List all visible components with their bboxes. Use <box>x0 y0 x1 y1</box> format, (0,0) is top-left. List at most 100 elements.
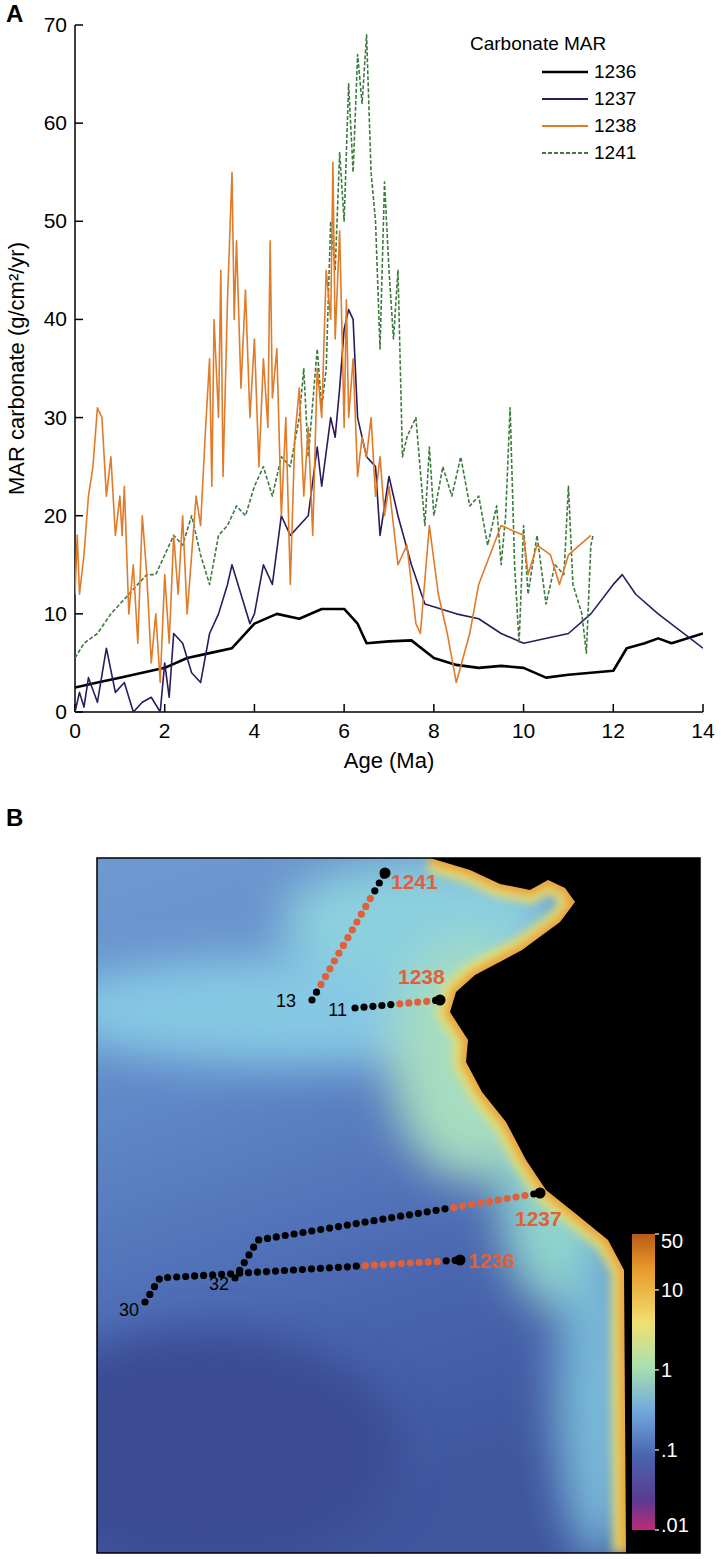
track-dot <box>173 1273 180 1280</box>
colorbar <box>632 1234 655 1530</box>
tracks <box>141 868 545 1306</box>
track-dot <box>362 1219 369 1226</box>
colorbar-label: 10 <box>661 1279 683 1301</box>
colorbar-tick <box>655 1289 659 1290</box>
track-dot <box>521 1192 528 1199</box>
track-dot <box>182 1273 189 1280</box>
track-dot <box>459 1202 466 1209</box>
track-dot <box>376 879 383 886</box>
x-tick <box>164 704 166 712</box>
track-dot <box>241 1259 248 1266</box>
map-frame <box>97 858 700 1553</box>
y-tick-label: 70 <box>44 13 67 36</box>
track-dot <box>335 1264 342 1271</box>
track-dot <box>353 918 360 925</box>
colorbar-tick <box>655 1369 659 1370</box>
site-label: 1238 <box>398 965 445 988</box>
track-dot <box>396 1000 403 1007</box>
series-line <box>75 35 593 658</box>
x-tick-label: 4 <box>249 719 261 742</box>
y-tick-label: 40 <box>44 307 67 330</box>
track-dot <box>349 926 356 933</box>
legend-label: 1237 <box>594 88 636 109</box>
track-dot <box>273 1233 280 1240</box>
track-dot <box>389 1261 396 1268</box>
track-dot <box>397 1213 404 1220</box>
x-tick <box>523 704 525 712</box>
y-tick <box>75 515 83 517</box>
site-dot <box>380 868 391 879</box>
legend-label: 1236 <box>594 61 636 82</box>
track-dot <box>264 1235 271 1242</box>
x-tick <box>613 704 615 712</box>
y-tick-label: 20 <box>44 504 67 527</box>
x-tick-label: 2 <box>159 719 171 742</box>
y-axis <box>74 25 76 712</box>
track-dot <box>407 1259 414 1266</box>
track-dot <box>495 1196 502 1203</box>
x-tick-label: 8 <box>428 719 440 742</box>
track-dot <box>371 887 378 894</box>
series-line <box>75 310 703 712</box>
track-dot <box>191 1272 198 1279</box>
plot-area <box>75 35 703 712</box>
x-tick-label: 10 <box>512 719 535 742</box>
site-dot <box>455 1255 466 1266</box>
track-dot <box>245 1269 252 1276</box>
y-tick <box>75 221 83 223</box>
track-dot <box>369 1003 376 1010</box>
track-dot <box>290 1266 297 1273</box>
track-start-label: 11 <box>328 1000 347 1020</box>
colorbar-label: 50 <box>661 1230 683 1252</box>
y-tick <box>75 417 83 419</box>
track-dot <box>146 1291 153 1298</box>
track-dot <box>317 1226 324 1233</box>
x-tick-label: 12 <box>602 719 625 742</box>
colorbar-label: .01 <box>661 1514 689 1536</box>
x-tick <box>343 704 345 712</box>
x-tick-label: 14 <box>691 719 715 742</box>
track-dot <box>423 998 430 1005</box>
track-dot <box>370 1217 377 1224</box>
track-dot <box>388 1214 395 1221</box>
y-tick <box>75 711 83 713</box>
x-tick <box>702 704 704 712</box>
track-dot <box>379 1216 386 1223</box>
track-dot <box>371 1262 378 1269</box>
series-line <box>75 162 591 682</box>
track-dot <box>358 911 365 918</box>
track-dot <box>272 1268 279 1275</box>
track-dot <box>151 1283 158 1290</box>
track-dot <box>512 1193 519 1200</box>
track-dot <box>486 1198 493 1205</box>
track-dot <box>504 1195 511 1202</box>
track-dot <box>317 1265 324 1272</box>
track-dot <box>443 1257 450 1264</box>
y-tick <box>75 613 83 615</box>
track-start-label: 32 <box>209 1274 229 1294</box>
track-dot <box>367 895 374 902</box>
site-label: 1236 <box>468 1249 515 1272</box>
track-dot <box>424 1208 431 1215</box>
track-dot <box>405 999 412 1006</box>
track-dot <box>141 1298 148 1305</box>
legend-label: 1238 <box>594 115 636 136</box>
track-dot <box>433 1207 440 1214</box>
track-dot <box>425 1258 432 1265</box>
y-tick <box>75 122 83 124</box>
track-dot <box>308 996 315 1003</box>
track-dot <box>477 1199 484 1206</box>
track-dot <box>415 1210 422 1217</box>
site-label: 1241 <box>391 870 438 893</box>
track-dot <box>344 934 351 941</box>
legend-label: 1241 <box>594 142 636 163</box>
legend-swatch <box>542 71 588 74</box>
track-dot <box>387 1001 394 1008</box>
site-dot <box>535 1188 546 1199</box>
y-tick-label: 50 <box>44 209 67 232</box>
panel-label: B <box>6 804 23 831</box>
colorbar-label: 1 <box>661 1359 672 1381</box>
x-tick <box>254 704 256 712</box>
track-dot <box>344 1222 351 1229</box>
track-start-label: 30 <box>119 1300 139 1320</box>
